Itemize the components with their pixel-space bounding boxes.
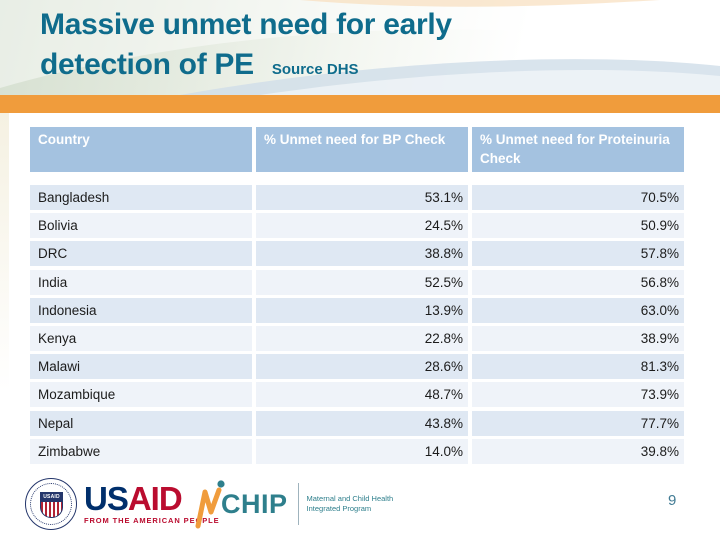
bp-check-value-cell: 38.8% (256, 241, 468, 267)
usaid-shield-text: USAID (41, 493, 62, 502)
country-cell: Nepal (30, 410, 252, 436)
bp-check-value-cell: 14.0% (256, 438, 468, 464)
mchip-wordmark: CHIP (221, 488, 288, 519)
bp-check-value-cell: 24.5% (256, 213, 468, 239)
table-row: Nepal 43.8% 77.7% (30, 410, 684, 436)
unmet-need-table: Country % Unmet need for BP Check % Unme… (30, 127, 684, 467)
mchip-description: Maternal and Child Health Integrated Pro… (307, 494, 394, 514)
table-row: DRC 38.8% 57.8% (30, 241, 684, 267)
table-row: Mozambique 48.7% 73.9% (30, 382, 684, 408)
slide-title-line1: Massive unmet need for early (40, 8, 452, 41)
usaid-wordmark-text: USAID (84, 482, 220, 515)
slide-title: Massive unmet need for early detection o… (40, 5, 452, 90)
usaid-seal-icon: USAID (25, 478, 77, 530)
country-cell: India (30, 269, 252, 295)
proteinuria-check-value-cell: 50.9% (472, 213, 684, 239)
mchip-description-line1: Maternal and Child Health (306, 494, 394, 503)
table-header-row: Country % Unmet need for BP Check % Unme… (30, 127, 684, 172)
table-row: Kenya 22.8% 38.9% (30, 325, 684, 351)
slide-header: Massive unmet need for early detection o… (0, 0, 720, 95)
proteinuria-check-value-cell: 56.8% (472, 269, 684, 295)
proteinuria-check-value-cell: 63.0% (472, 297, 684, 323)
source-label: Source DHS (271, 61, 359, 78)
bp-check-value-cell: 22.8% (256, 325, 468, 351)
country-cell: Indonesia (30, 297, 252, 323)
page-number: 9 (668, 492, 677, 509)
bp-check-value-cell: 53.1% (256, 185, 468, 210)
country-cell: Mozambique (30, 382, 252, 408)
proteinuria-check-value-cell: 38.9% (472, 325, 684, 351)
column-header-proteinuria-check: % Unmet need for Proteinuria Check (472, 127, 684, 172)
country-cell: DRC (30, 241, 252, 267)
bp-check-value-cell: 43.8% (256, 410, 468, 436)
usaid-aid-text: AID (127, 479, 183, 517)
table-row: Zimbabwe 14.0% 39.8% (30, 438, 684, 464)
table-row: India 52.5% 56.8% (30, 269, 684, 295)
usaid-tagline: FROM THE AMERICAN PEOPLE (84, 515, 220, 525)
slide-title-line2: detection of PE (40, 48, 254, 81)
country-cell: Zimbabwe (30, 438, 252, 464)
country-cell: Kenya (30, 325, 252, 351)
proteinuria-check-value-cell: 77.7% (472, 410, 684, 436)
proteinuria-check-value-cell: 70.5% (472, 185, 684, 210)
accent-bar (0, 95, 720, 113)
left-edge-gradient (0, 113, 9, 423)
mchip-figure-icon (195, 480, 225, 529)
country-cell: Bolivia (30, 213, 252, 239)
table-row: Malawi 28.6% 81.3% (30, 354, 684, 380)
table-row: Bolivia 24.5% 50.9% (30, 213, 684, 239)
table-row: Bangladesh 53.1% 70.5% (30, 185, 684, 210)
proteinuria-check-value-cell: 73.9% (472, 382, 684, 408)
column-header-bp-check: % Unmet need for BP Check (256, 127, 468, 172)
mchip-logo: CHIP Maternal and Child Health Integrate… (193, 476, 393, 532)
usaid-logo: USAID USAID FROM THE AMERICAN PEOPLE (25, 478, 220, 530)
proteinuria-check-value-cell: 39.8% (472, 438, 684, 464)
usaid-wordmark: USAID FROM THE AMERICAN PEOPLE (84, 482, 220, 525)
table-row: Indonesia 13.9% 63.0% (30, 297, 684, 323)
slide-footer: USAID USAID FROM THE AMERICAN PEOPLE CHI… (0, 470, 720, 540)
bp-check-value-cell: 13.9% (256, 297, 468, 323)
mchip-divider (297, 483, 299, 525)
proteinuria-check-value-cell: 81.3% (472, 354, 684, 380)
header-swoosh-decoration (0, 0, 720, 95)
usaid-shield-icon: USAID (40, 492, 63, 518)
column-header-country: Country (30, 127, 252, 172)
table-body: Bangladesh 53.1% 70.5% Bolivia 24.5% 50.… (30, 185, 684, 464)
mchip-description-line2: Integrated Program (306, 504, 372, 513)
bp-check-value-cell: 48.7% (256, 382, 468, 408)
country-cell: Malawi (30, 354, 252, 380)
proteinuria-check-value-cell: 57.8% (472, 241, 684, 267)
country-cell: Bangladesh (30, 185, 252, 210)
bp-check-value-cell: 52.5% (256, 269, 468, 295)
usaid-us-text: US (84, 479, 129, 517)
bp-check-value-cell: 28.6% (256, 354, 468, 380)
